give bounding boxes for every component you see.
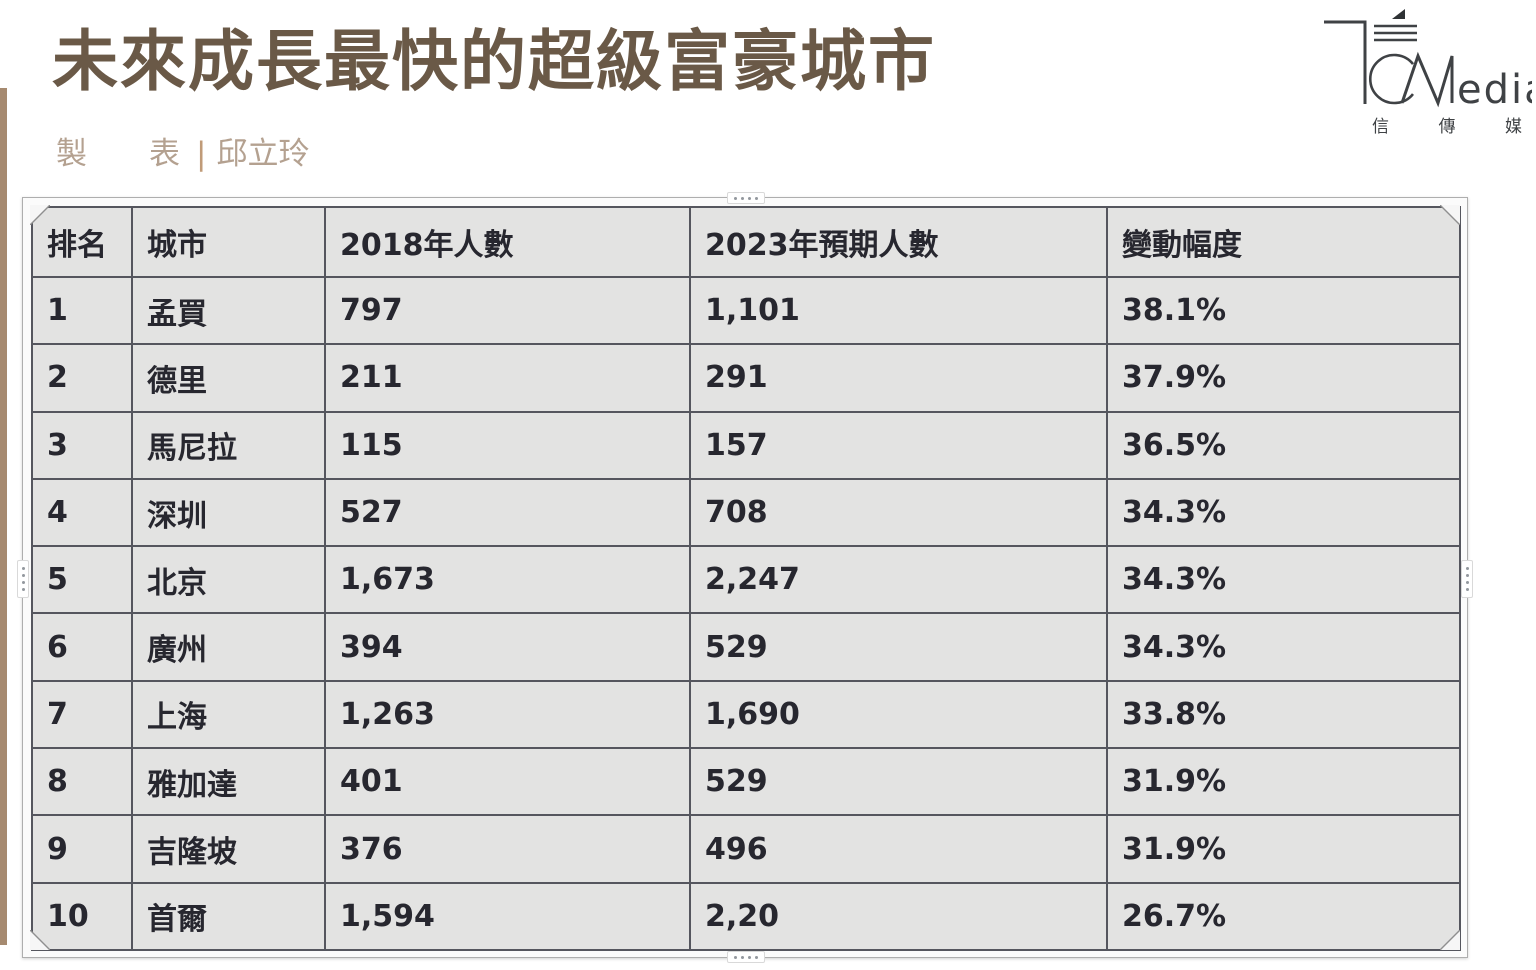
cell-change: 37.9% — [1106, 343, 1461, 413]
cell-2018: 797 — [324, 275, 691, 346]
page-title: 未來成長最快的超級富豪城市 — [52, 23, 936, 100]
rich-cities-table: 排名 城市 2018年人數 2023年預期人數 變動幅度 1 孟買 797 1,… — [31, 206, 1461, 952]
cell-rank: 10 — [31, 881, 133, 952]
cell-2023: 496 — [689, 814, 1108, 884]
cell-city: 廣州 — [131, 612, 326, 682]
cell-2023: 1,101 — [689, 275, 1108, 346]
cell-change: 34.3% — [1106, 545, 1461, 615]
cell-2023: 708 — [689, 477, 1108, 548]
left-accent-bar — [0, 88, 7, 945]
cell-change: 31.9% — [1106, 814, 1461, 884]
cell-change: 36.5% — [1106, 410, 1461, 480]
cell-2018: 1,263 — [324, 679, 691, 750]
cell-city: 上海 — [131, 679, 326, 750]
cell-2018: 1,594 — [324, 881, 691, 952]
cell-city: 德里 — [131, 343, 326, 413]
cell-2023: 291 — [689, 343, 1108, 413]
cell-city: 首爾 — [131, 881, 326, 952]
table-row: 4 深圳 527 708 34.3% — [31, 477, 1461, 548]
cell-change: 34.3% — [1106, 477, 1461, 548]
corner-fold-bottom-left-icon — [30, 930, 50, 950]
cell-city: 北京 — [131, 545, 326, 615]
brand-logo: edia 信 傳 媒 — [1316, 6, 1532, 138]
cell-city: 馬尼拉 — [131, 410, 326, 480]
logo-brand-latin-text: edia — [1457, 67, 1532, 110]
header-cell-2023: 2023年預期人數 — [689, 206, 1108, 278]
cell-change: 33.8% — [1106, 679, 1461, 750]
byline-label-right: 表 — [149, 136, 180, 172]
cell-rank: 3 — [31, 410, 133, 480]
cell-city: 吉隆坡 — [131, 814, 326, 884]
cell-2018: 115 — [324, 410, 691, 480]
table-row: 3 馬尼拉 115 157 36.5% — [31, 410, 1461, 480]
drag-handle-top[interactable] — [727, 192, 765, 204]
drag-handle-right[interactable] — [1461, 559, 1473, 598]
cell-rank: 4 — [31, 477, 133, 548]
drag-handle-left[interactable] — [17, 559, 29, 598]
corner-fold-top-left-icon — [30, 205, 50, 225]
cell-2023: 529 — [689, 612, 1108, 682]
cell-change: 26.7% — [1106, 881, 1461, 952]
header-cell-rank: 排名 — [31, 206, 133, 278]
byline-author: 邱立玲 — [216, 136, 310, 172]
corner-fold-top-right-icon — [1440, 205, 1460, 225]
cell-rank: 7 — [31, 679, 133, 750]
table-row: 8 雅加達 401 529 31.9% — [31, 747, 1461, 817]
cell-change: 31.9% — [1106, 747, 1461, 817]
cell-2023: 157 — [689, 410, 1108, 480]
header-cell-city: 城市 — [131, 206, 326, 278]
cell-change: 34.3% — [1106, 612, 1461, 682]
table-row: 5 北京 1,673 2,247 34.3% — [31, 545, 1461, 615]
corner-fold-bottom-right-icon — [1440, 930, 1460, 950]
logo-brand-cjk: 信 傳 媒 — [1372, 112, 1522, 137]
table-row: 1 孟買 797 1,101 38.1% — [31, 275, 1461, 346]
cell-city: 孟買 — [131, 275, 326, 346]
table-row: 9 吉隆坡 376 496 31.9% — [31, 814, 1461, 884]
byline-separator: | — [196, 136, 207, 172]
byline-label-left: 製 — [56, 136, 87, 172]
byline: 製 表 | 邱立玲 — [56, 128, 309, 173]
cell-2023: 529 — [689, 747, 1108, 817]
cell-rank: 1 — [31, 275, 133, 346]
cell-rank: 8 — [31, 747, 133, 817]
cell-rank: 2 — [31, 343, 133, 413]
table-row: 2 德里 211 291 37.9% — [31, 343, 1461, 413]
cell-rank: 5 — [31, 545, 133, 615]
cell-2018: 211 — [324, 343, 691, 413]
header-cell-2018: 2018年人數 — [324, 206, 691, 278]
cell-change: 38.1% — [1106, 275, 1461, 346]
logo-cjk-char: 信 — [1372, 117, 1389, 137]
cell-rank: 6 — [31, 612, 133, 682]
header-cell-change: 變動幅度 — [1106, 206, 1461, 278]
drag-handle-bottom[interactable] — [727, 951, 765, 963]
cell-rank: 9 — [31, 814, 133, 884]
logo-cjk-char: 傳 — [1438, 117, 1456, 137]
cell-2018: 376 — [324, 814, 691, 884]
table-header-row: 排名 城市 2018年人數 2023年預期人數 變動幅度 — [31, 206, 1461, 278]
logo-cjk-char: 媒 — [1505, 117, 1522, 137]
cell-city: 雅加達 — [131, 747, 326, 817]
table-body: 1 孟買 797 1,101 38.1% 2 德里 211 291 37.9% … — [31, 275, 1461, 952]
table-object-frame[interactable]: 排名 城市 2018年人數 2023年預期人數 變動幅度 1 孟買 797 1,… — [17, 192, 1473, 963]
cell-2018: 527 — [324, 477, 691, 548]
table-row: 10 首爾 1,594 2,20 26.7% — [31, 881, 1461, 952]
cell-2018: 401 — [324, 747, 691, 817]
cell-city: 深圳 — [131, 477, 326, 548]
cell-2023: 1,690 — [689, 679, 1108, 750]
table-row: 6 廣州 394 529 34.3% — [31, 612, 1461, 682]
table-row: 7 上海 1,263 1,690 33.8% — [31, 679, 1461, 750]
cell-2023: 2,247 — [689, 545, 1108, 615]
cell-2023: 2,20 — [689, 881, 1108, 952]
cell-2018: 1,673 — [324, 545, 691, 615]
cell-2018: 394 — [324, 612, 691, 682]
cmedia-logo-icon: edia — [1324, 9, 1532, 110]
